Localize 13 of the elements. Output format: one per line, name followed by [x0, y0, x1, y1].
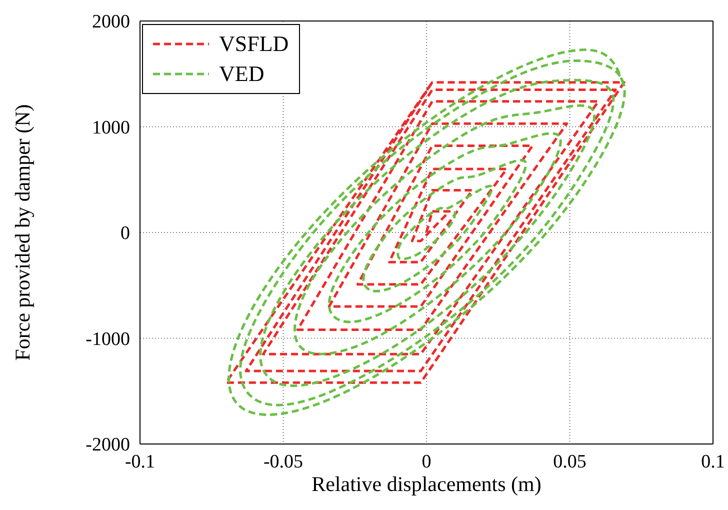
y-axis-title: Force provided by damper (N)	[10, 104, 34, 361]
y-tick-label: 2000	[92, 12, 130, 33]
legend-label: VSFLD	[219, 31, 289, 57]
y-tick-label: 0	[120, 223, 130, 244]
x-tick-label: 0	[422, 451, 432, 472]
x-tick-label: -0.05	[263, 451, 304, 472]
legend-label: VED	[219, 61, 264, 87]
line-series	[224, 81, 626, 384]
y-tick-label: -1000	[86, 328, 130, 350]
x-tick-label: 0.1	[701, 451, 725, 472]
y-tick-label: 1000	[92, 117, 130, 138]
x-tick-label: 0.05	[553, 451, 586, 472]
x-axis-title: Relative displacements (m)	[312, 472, 542, 496]
